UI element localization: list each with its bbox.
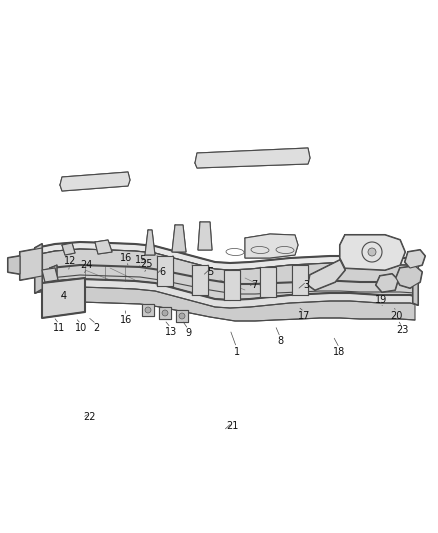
Polygon shape [62, 243, 75, 255]
Polygon shape [224, 270, 240, 300]
Polygon shape [60, 172, 130, 191]
Polygon shape [157, 256, 173, 286]
Polygon shape [176, 310, 188, 322]
Text: 17: 17 [298, 311, 311, 320]
Polygon shape [142, 304, 154, 316]
Text: 11: 11 [53, 323, 65, 333]
Polygon shape [260, 267, 276, 297]
Polygon shape [35, 249, 418, 300]
Text: 3: 3 [304, 280, 310, 290]
Text: 13: 13 [165, 327, 177, 336]
Text: 16: 16 [120, 315, 132, 325]
Text: 8: 8 [277, 336, 283, 346]
Text: 9: 9 [185, 328, 191, 338]
Circle shape [162, 310, 168, 316]
Circle shape [145, 307, 151, 313]
Polygon shape [35, 244, 42, 293]
Text: 23: 23 [396, 326, 408, 335]
Text: 18: 18 [333, 347, 346, 357]
Text: 6: 6 [159, 267, 165, 277]
Text: 1: 1 [233, 347, 240, 357]
Polygon shape [413, 258, 418, 305]
Polygon shape [376, 274, 398, 292]
Text: 24: 24 [81, 261, 93, 270]
Polygon shape [396, 266, 422, 288]
Polygon shape [42, 268, 58, 282]
Text: 10: 10 [75, 323, 87, 333]
Text: 12: 12 [64, 256, 76, 266]
Polygon shape [95, 240, 112, 254]
Text: 25: 25 [141, 260, 153, 269]
Polygon shape [35, 279, 418, 308]
Polygon shape [42, 278, 85, 318]
Polygon shape [8, 256, 20, 274]
Polygon shape [172, 225, 186, 252]
Polygon shape [198, 222, 212, 250]
Polygon shape [50, 265, 57, 305]
Polygon shape [159, 307, 171, 319]
Text: 4: 4 [60, 291, 67, 301]
Polygon shape [405, 250, 425, 268]
Text: 5: 5 [207, 267, 213, 277]
Text: 20: 20 [390, 311, 403, 320]
Text: 7: 7 [251, 280, 257, 290]
Text: 2: 2 [93, 323, 99, 333]
Polygon shape [340, 235, 405, 270]
Polygon shape [292, 264, 308, 295]
Polygon shape [192, 265, 208, 295]
Circle shape [368, 248, 376, 256]
Polygon shape [308, 260, 345, 290]
Text: 22: 22 [84, 412, 96, 422]
Polygon shape [50, 265, 415, 294]
Polygon shape [50, 275, 415, 321]
Polygon shape [195, 148, 310, 168]
Text: 19: 19 [375, 295, 387, 304]
Polygon shape [35, 242, 418, 270]
Polygon shape [245, 234, 298, 258]
Polygon shape [20, 248, 42, 280]
Text: 21: 21 [226, 422, 238, 431]
Text: 15: 15 [135, 255, 147, 265]
Text: 16: 16 [120, 253, 132, 263]
Polygon shape [145, 230, 155, 255]
Circle shape [179, 313, 185, 319]
